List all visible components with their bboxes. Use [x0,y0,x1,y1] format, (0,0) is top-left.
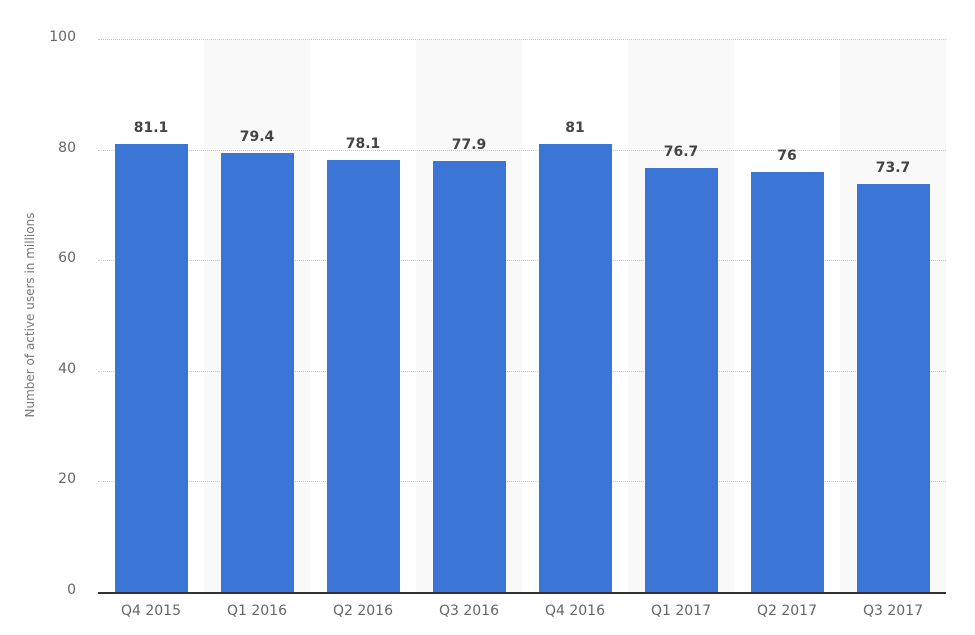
data-label: 76.7 [663,143,699,160]
x-tick-label: Q1 2017 [650,603,711,619]
bar[interactable] [750,171,824,592]
bar[interactable] [856,184,930,592]
gridline [98,149,946,151]
bar[interactable] [326,160,400,592]
x-tick-label: Q1 2016 [226,603,287,619]
y-axis-label: Number of active users in millions [23,212,37,418]
gridline [98,260,946,262]
gridline [98,370,946,372]
y-tick-label: 60 [58,250,76,267]
bar[interactable] [220,152,294,592]
data-label: 77.9 [451,137,487,154]
y-tick-label: 20 [58,471,76,488]
data-label: 76 [777,147,797,164]
x-tick-label: Q2 2017 [756,603,817,619]
data-label: 81.1 [133,119,169,136]
y-tick-label: 100 [49,29,76,45]
y-tick-label: 40 [58,360,76,377]
data-label: 79.4 [239,128,275,145]
x-axis-line [98,592,946,594]
y-tick-label: 0 [67,582,76,598]
bar[interactable] [644,167,718,592]
y-tick-label: 80 [58,139,76,156]
bar[interactable] [114,143,188,592]
data-label: 81 [565,120,585,137]
x-tick-label: Q3 2016 [438,603,499,619]
plot-area: 81.1 79.4 78.1 77.9 81 76.7 76 73.7 [98,39,946,594]
data-label: 78.1 [345,136,381,153]
bar[interactable] [538,144,612,592]
x-tick-label: Q4 2015 [120,603,181,619]
x-tick-label: Q4 2016 [544,603,605,619]
bar[interactable] [432,161,506,592]
x-tick-label: Q2 2016 [332,603,393,619]
x-tick-label: Q3 2017 [862,603,923,619]
gridline [98,481,946,483]
data-label: 73.7 [875,160,911,177]
gridline [98,39,946,40]
